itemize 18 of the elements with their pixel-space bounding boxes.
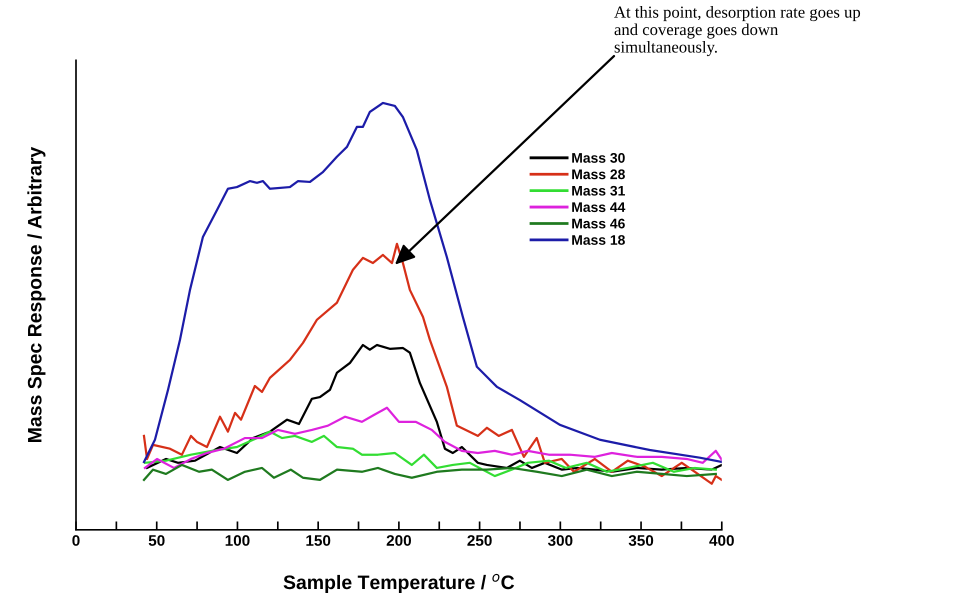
- x-tick-label: 400: [709, 535, 734, 546]
- x-tick-label: 250: [467, 535, 492, 546]
- y-axis-title: Mass Spec Response / Arbitrary: [27, 146, 46, 442]
- x-tick-label: 200: [386, 535, 412, 546]
- x-tick-label: 350: [628, 535, 654, 546]
- legend-label: Mass 18: [572, 235, 625, 245]
- x-tick-label: 100: [226, 535, 250, 546]
- x-tick-label: 0: [72, 535, 80, 546]
- annotation: At this point, desorption rate goes up and coverage goes down simultaneously.: [614, 6, 860, 56]
- x-tick-label: 300: [548, 535, 572, 546]
- legend-label: Mass 28: [572, 169, 625, 180]
- legend-label: Mass 31: [572, 186, 625, 196]
- x-tick-label: 50: [148, 535, 165, 546]
- legend-label: Mass 30: [572, 152, 625, 163]
- x-tick-label: 150: [306, 535, 330, 546]
- legend-label: Mass 46: [572, 218, 625, 228]
- legend-label: Mass 44: [572, 202, 626, 212]
- x-axis-title: Sample Temperature / $^{o}$C: [284, 574, 514, 594]
